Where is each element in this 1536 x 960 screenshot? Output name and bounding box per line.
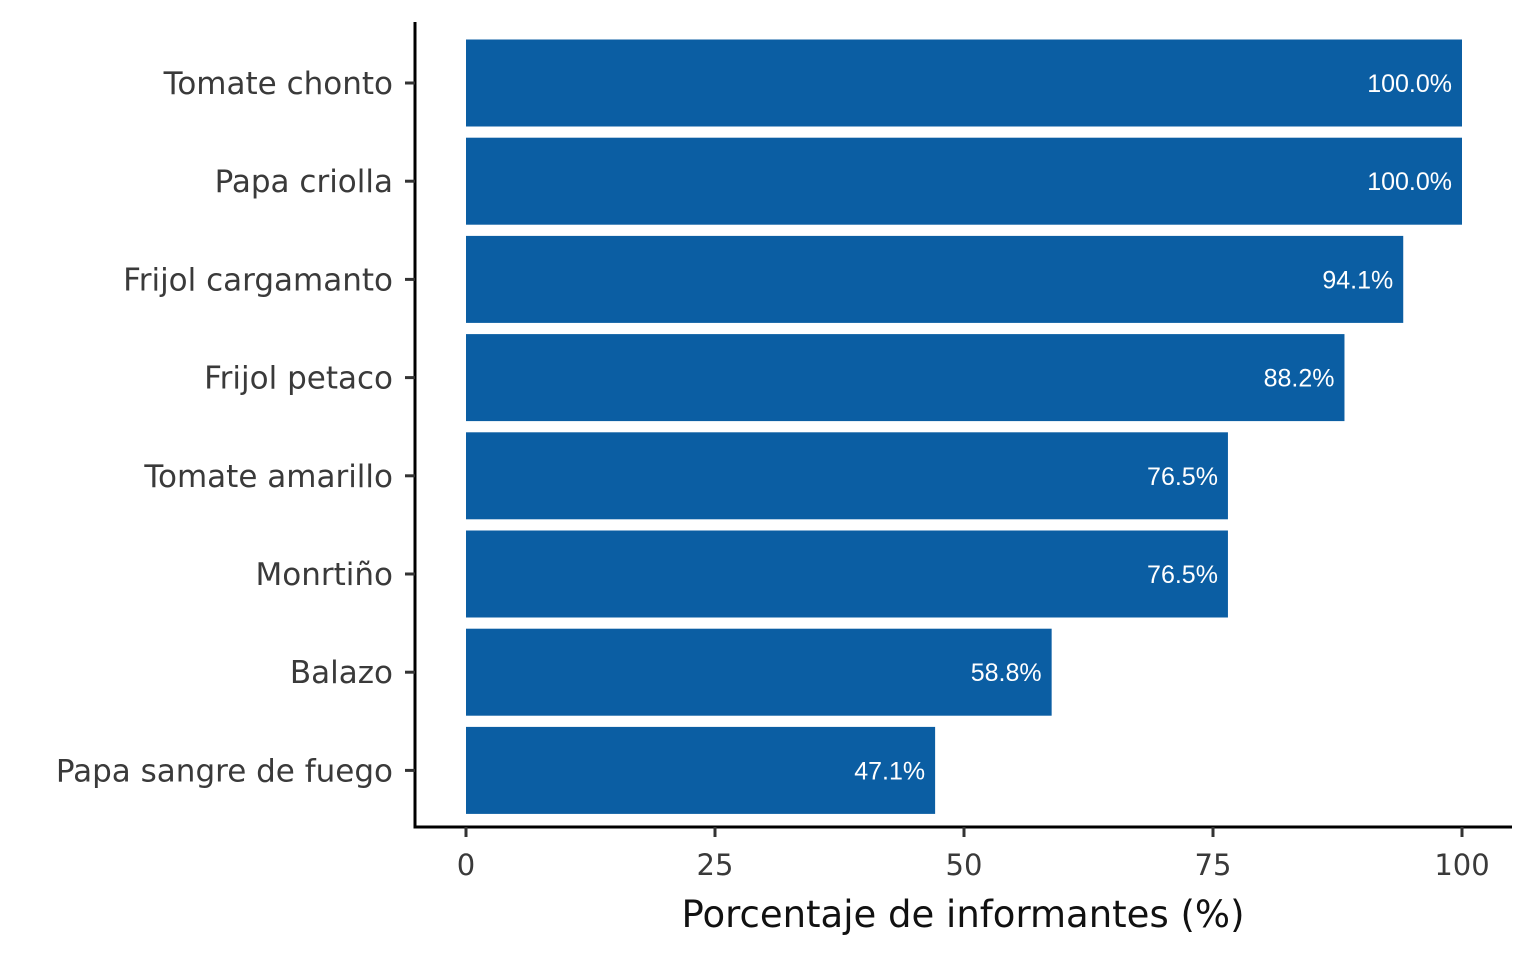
bar (466, 530, 1228, 618)
x-tick-label: 50 (946, 848, 983, 882)
bar-value-label: 88.2% (1264, 365, 1335, 393)
x-ticks: 0 25 50 75 100 (457, 827, 1490, 882)
category-label: Tomate chonto (163, 66, 393, 102)
x-tick-label: 100 (1434, 848, 1489, 882)
bar-value-label: 76.5% (1147, 463, 1218, 491)
bar (466, 432, 1228, 520)
data-labels: 100.0% 100.0% 94.1% 88.2% 76.5% 76.5% 58.8% 47.… (854, 70, 1452, 785)
x-tick-label: 75 (1195, 848, 1232, 882)
bar-value-label: 100.0% (1367, 70, 1452, 98)
x-axis: 0 25 50 75 100 (413, 825, 1512, 882)
category-label: Frijol petaco (204, 361, 393, 397)
bars (466, 39, 1462, 814)
bar-value-label: 76.5% (1147, 561, 1218, 589)
category-label: Balazo (290, 655, 393, 691)
bar (466, 39, 1462, 127)
y-ticks: Tomate chonto Papa criolla Frijol cargaman… (56, 66, 415, 789)
bar (466, 628, 1052, 716)
category-label: Papa criolla (215, 164, 393, 200)
category-label: Papa sangre de fuego (56, 753, 393, 789)
bar (466, 235, 1404, 323)
bar-value-label: 94.1% (1322, 266, 1393, 294)
x-tick-label: 25 (697, 848, 734, 882)
category-label: Monrtiño (256, 557, 394, 593)
bar-value-label: 58.8% (971, 659, 1042, 687)
category-label: Frijol cargamanto (123, 262, 393, 298)
x-axis-title: Porcentaje de informantes (%) (681, 893, 1244, 936)
bar (466, 726, 936, 814)
bar-value-label: 100.0% (1367, 168, 1452, 196)
x-tick-label: 0 (457, 848, 475, 882)
category-label: Tomate amarillo (143, 459, 393, 495)
bar (466, 137, 1462, 225)
y-axis: Tomate chonto Papa criolla Frijol cargaman… (56, 22, 417, 829)
bar (466, 334, 1345, 422)
bar-value-label: 47.1% (854, 757, 925, 785)
